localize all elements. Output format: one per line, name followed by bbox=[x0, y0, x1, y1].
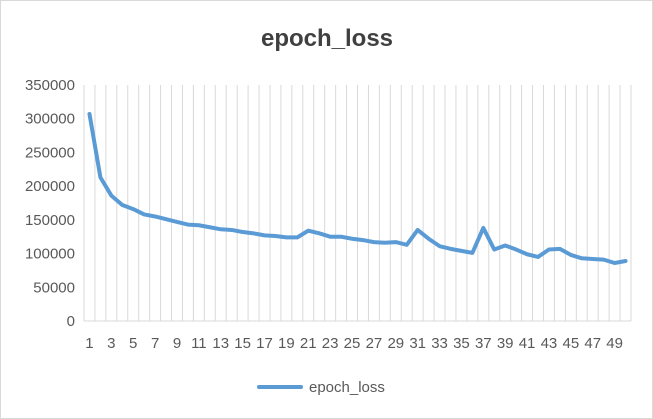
data-point bbox=[470, 251, 474, 255]
data-point bbox=[427, 237, 431, 241]
data-point bbox=[153, 214, 157, 218]
data-point bbox=[306, 229, 310, 233]
data-point bbox=[514, 248, 518, 252]
legend: epoch_loss bbox=[257, 379, 385, 396]
x-tick-label: 45 bbox=[562, 335, 579, 352]
data-point bbox=[186, 223, 190, 227]
data-point bbox=[252, 231, 256, 235]
y-axis-ticks: 0 50000 100000 150000 200000 250000 300000 3500… bbox=[25, 77, 75, 330]
x-tick-label: 19 bbox=[278, 335, 295, 352]
data-point bbox=[405, 243, 409, 247]
x-tick-label: 39 bbox=[497, 335, 514, 352]
data-point bbox=[263, 233, 267, 237]
y-tick-label: 200000 bbox=[25, 178, 75, 195]
x-tick-label: 35 bbox=[453, 335, 470, 352]
x-tick-label: 23 bbox=[322, 335, 339, 352]
data-point bbox=[339, 235, 343, 239]
x-axis-ticks: 1 3 5 7 9 11 13 15 17 19 21 23 25 27 29 31 33 35 37 39 41 43 4… bbox=[85, 335, 623, 352]
data-point bbox=[459, 249, 463, 253]
data-point bbox=[580, 256, 584, 260]
data-point bbox=[602, 258, 606, 262]
data-point bbox=[547, 248, 551, 252]
x-tick-label: 13 bbox=[212, 335, 229, 352]
data-point bbox=[536, 255, 540, 259]
x-tick-label: 31 bbox=[409, 335, 426, 352]
data-point bbox=[219, 227, 223, 231]
data-point bbox=[525, 252, 529, 256]
series-line-epoch-loss bbox=[87, 111, 628, 266]
data-point bbox=[284, 235, 288, 239]
legend-label-epoch-loss: epoch_loss bbox=[309, 379, 385, 396]
data-point bbox=[230, 228, 234, 232]
y-tick-label: 150000 bbox=[25, 212, 75, 229]
data-point bbox=[613, 261, 617, 265]
data-point bbox=[350, 237, 354, 241]
grid-lines bbox=[83, 85, 632, 321]
data-point bbox=[164, 217, 168, 221]
data-point bbox=[558, 247, 562, 251]
data-point bbox=[295, 235, 299, 239]
data-point bbox=[241, 230, 245, 234]
data-point bbox=[503, 243, 507, 247]
x-tick-label: 15 bbox=[234, 335, 251, 352]
x-tick-label: 25 bbox=[344, 335, 361, 352]
series-layer bbox=[87, 111, 628, 266]
data-point bbox=[394, 240, 398, 244]
data-point bbox=[98, 175, 102, 179]
x-tick-label: 1 bbox=[85, 335, 93, 352]
x-tick-label: 17 bbox=[256, 335, 273, 352]
x-tick-label: 21 bbox=[300, 335, 317, 352]
data-point bbox=[372, 240, 376, 244]
x-tick-label: 7 bbox=[151, 335, 159, 352]
x-tick-label: 29 bbox=[387, 335, 404, 352]
data-point bbox=[416, 228, 420, 232]
y-tick-label: 100000 bbox=[25, 246, 75, 263]
data-point bbox=[569, 253, 573, 257]
x-tick-label: 37 bbox=[475, 335, 492, 352]
data-point bbox=[328, 235, 332, 239]
data-point bbox=[87, 112, 91, 116]
y-tick-label: 350000 bbox=[25, 77, 75, 94]
x-tick-label: 11 bbox=[191, 335, 207, 352]
data-point bbox=[273, 234, 277, 238]
data-point bbox=[120, 203, 124, 207]
data-point bbox=[317, 231, 321, 235]
data-point bbox=[492, 248, 496, 252]
data-point bbox=[197, 223, 201, 227]
data-point bbox=[175, 220, 179, 224]
y-tick-label: 300000 bbox=[25, 111, 75, 128]
x-tick-label: 27 bbox=[366, 335, 383, 352]
x-tick-label: 47 bbox=[584, 335, 601, 352]
data-point bbox=[624, 259, 628, 263]
data-point bbox=[448, 247, 452, 251]
x-tick-label: 5 bbox=[129, 335, 137, 352]
data-point bbox=[383, 241, 387, 245]
data-point bbox=[438, 244, 442, 248]
x-tick-label: 3 bbox=[107, 335, 115, 352]
data-point bbox=[109, 194, 113, 198]
data-point bbox=[208, 225, 212, 229]
x-tick-label: 9 bbox=[173, 335, 181, 352]
data-point bbox=[361, 238, 365, 242]
x-tick-label: 43 bbox=[541, 335, 558, 352]
x-tick-label: 41 bbox=[519, 335, 536, 352]
data-point bbox=[131, 207, 135, 211]
chart-title: epoch_loss bbox=[261, 25, 393, 52]
data-point bbox=[481, 226, 485, 230]
data-point bbox=[591, 257, 595, 261]
y-tick-label: 0 bbox=[67, 313, 75, 330]
x-tick-label: 49 bbox=[606, 335, 623, 352]
y-tick-label: 250000 bbox=[25, 144, 75, 161]
y-tick-label: 50000 bbox=[33, 279, 75, 296]
data-point bbox=[142, 212, 146, 216]
x-tick-label: 33 bbox=[431, 335, 448, 352]
